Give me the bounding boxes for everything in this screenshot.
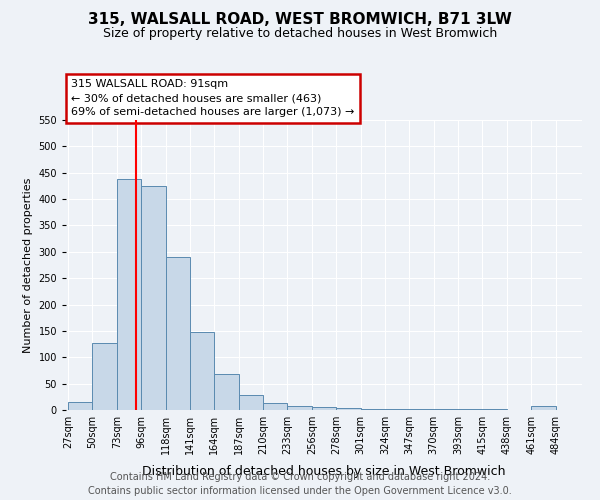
Text: 315 WALSALL ROAD: 91sqm
← 30% of detached houses are smaller (463)
69% of semi-d: 315 WALSALL ROAD: 91sqm ← 30% of detache… xyxy=(71,79,355,117)
Bar xyxy=(92,343,117,410)
Text: 315, WALSALL ROAD, WEST BROMWICH, B71 3LW: 315, WALSALL ROAD, WEST BROMWICH, B71 3L… xyxy=(88,12,512,28)
Bar xyxy=(531,406,556,410)
Bar xyxy=(409,409,434,410)
Bar xyxy=(287,406,312,410)
Bar xyxy=(68,402,92,410)
Bar xyxy=(190,332,214,410)
Bar xyxy=(336,408,361,410)
X-axis label: Distribution of detached houses by size in West Bromwich: Distribution of detached houses by size … xyxy=(142,466,506,478)
Bar xyxy=(458,409,482,410)
Bar xyxy=(312,408,336,410)
Bar xyxy=(361,409,385,410)
Text: Size of property relative to detached houses in West Bromwich: Size of property relative to detached ho… xyxy=(103,28,497,40)
Bar xyxy=(239,394,263,410)
Bar xyxy=(141,186,166,410)
Bar xyxy=(214,374,239,410)
Bar xyxy=(263,402,287,410)
Bar xyxy=(385,409,409,410)
Text: Contains public sector information licensed under the Open Government Licence v3: Contains public sector information licen… xyxy=(88,486,512,496)
Text: Contains HM Land Registry data © Crown copyright and database right 2024.: Contains HM Land Registry data © Crown c… xyxy=(110,472,490,482)
Bar xyxy=(434,409,458,410)
Bar xyxy=(117,179,141,410)
Bar xyxy=(166,256,190,410)
Y-axis label: Number of detached properties: Number of detached properties xyxy=(23,178,33,352)
Bar xyxy=(482,409,507,410)
